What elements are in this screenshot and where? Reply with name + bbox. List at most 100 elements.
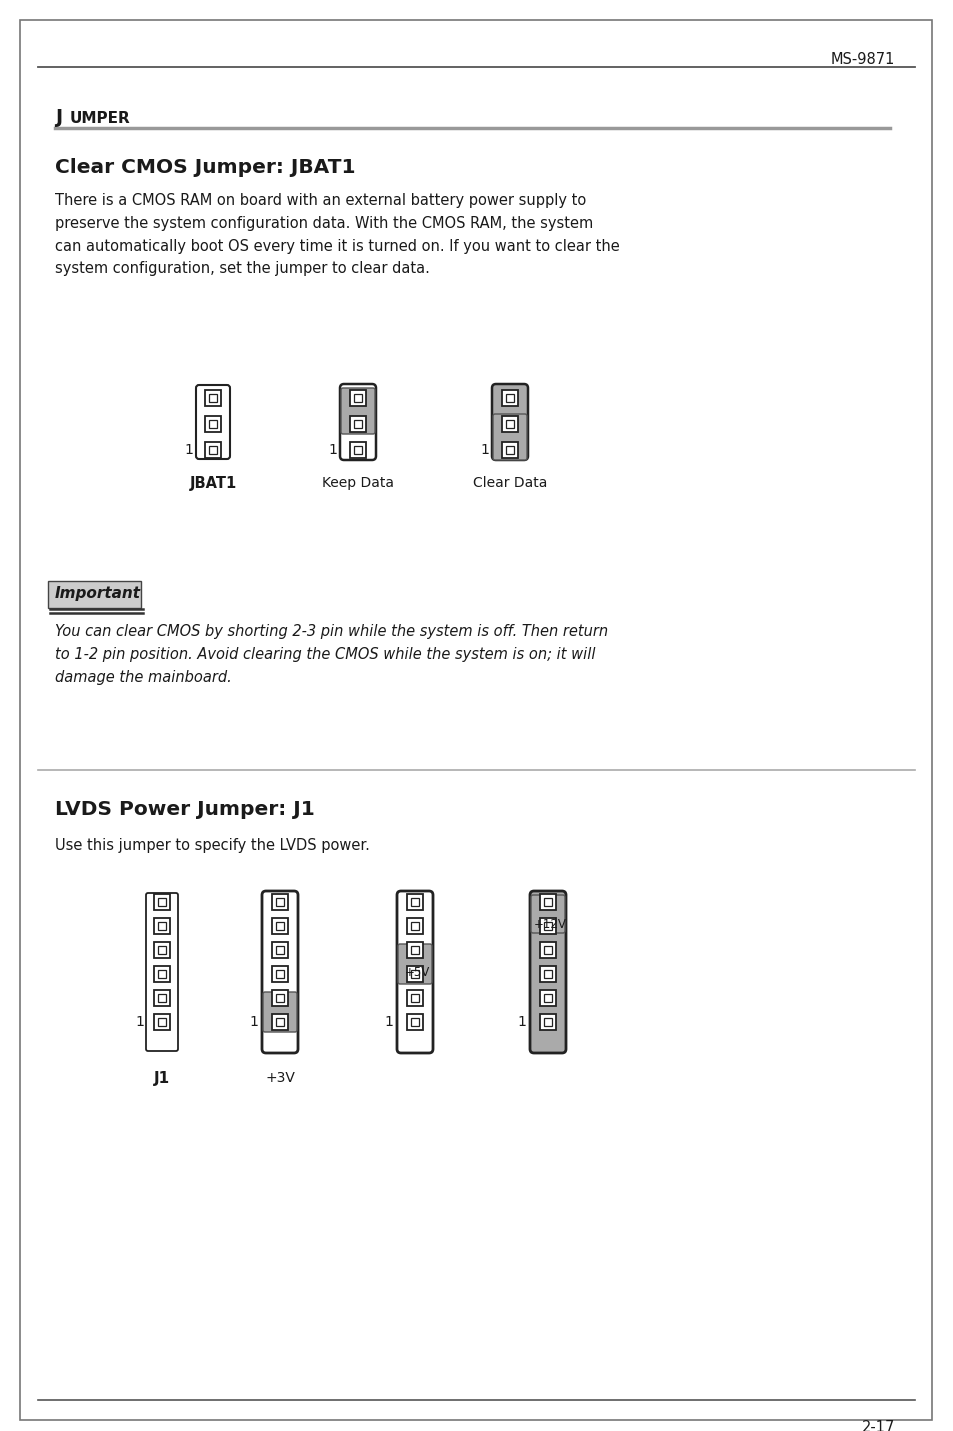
FancyBboxPatch shape — [501, 416, 517, 432]
FancyBboxPatch shape — [506, 394, 514, 402]
Text: 1: 1 — [328, 444, 336, 456]
FancyBboxPatch shape — [407, 966, 422, 982]
FancyBboxPatch shape — [272, 919, 288, 934]
FancyBboxPatch shape — [272, 966, 288, 982]
FancyBboxPatch shape — [153, 990, 170, 1006]
FancyBboxPatch shape — [340, 388, 375, 434]
FancyBboxPatch shape — [501, 391, 517, 406]
FancyBboxPatch shape — [272, 894, 288, 910]
FancyBboxPatch shape — [539, 894, 556, 910]
FancyBboxPatch shape — [539, 942, 556, 957]
FancyBboxPatch shape — [153, 942, 170, 957]
FancyBboxPatch shape — [158, 995, 166, 1002]
FancyBboxPatch shape — [263, 992, 296, 1032]
FancyBboxPatch shape — [158, 946, 166, 954]
FancyBboxPatch shape — [531, 894, 564, 933]
Text: Use this jumper to specify the LVDS power.: Use this jumper to specify the LVDS powe… — [55, 839, 370, 853]
FancyBboxPatch shape — [209, 446, 216, 454]
FancyBboxPatch shape — [153, 966, 170, 982]
FancyBboxPatch shape — [354, 394, 361, 402]
FancyBboxPatch shape — [411, 899, 418, 906]
Text: Clear Data: Clear Data — [473, 477, 547, 489]
Text: 1: 1 — [184, 444, 193, 456]
FancyBboxPatch shape — [350, 416, 366, 432]
FancyBboxPatch shape — [493, 414, 526, 459]
Text: MS-9871: MS-9871 — [830, 52, 894, 67]
FancyBboxPatch shape — [272, 1015, 288, 1030]
FancyBboxPatch shape — [195, 385, 230, 459]
FancyBboxPatch shape — [407, 942, 422, 957]
FancyBboxPatch shape — [411, 995, 418, 1002]
FancyBboxPatch shape — [272, 990, 288, 1006]
FancyBboxPatch shape — [506, 446, 514, 454]
FancyBboxPatch shape — [350, 442, 366, 458]
FancyBboxPatch shape — [158, 1019, 166, 1026]
FancyBboxPatch shape — [411, 970, 418, 977]
Text: LVDS Power Jumper: J1: LVDS Power Jumper: J1 — [55, 800, 314, 819]
Text: There is a CMOS RAM on board with an external battery power supply to
preserve t: There is a CMOS RAM on board with an ext… — [55, 193, 619, 276]
FancyBboxPatch shape — [275, 995, 284, 1002]
FancyBboxPatch shape — [350, 391, 366, 406]
Text: +3V: +3V — [265, 1070, 294, 1085]
Text: 2-17: 2-17 — [861, 1420, 894, 1431]
FancyBboxPatch shape — [205, 391, 221, 406]
FancyBboxPatch shape — [272, 942, 288, 957]
FancyBboxPatch shape — [158, 899, 166, 906]
FancyBboxPatch shape — [411, 922, 418, 930]
Text: J1: J1 — [153, 1070, 170, 1086]
FancyBboxPatch shape — [407, 990, 422, 1006]
FancyBboxPatch shape — [411, 1019, 418, 1026]
FancyBboxPatch shape — [539, 919, 556, 934]
FancyBboxPatch shape — [543, 970, 551, 977]
FancyBboxPatch shape — [153, 894, 170, 910]
FancyBboxPatch shape — [205, 416, 221, 432]
FancyBboxPatch shape — [407, 919, 422, 934]
FancyBboxPatch shape — [539, 1015, 556, 1030]
Text: Keep Data: Keep Data — [322, 477, 394, 489]
FancyBboxPatch shape — [354, 421, 361, 428]
Text: 1: 1 — [479, 444, 489, 456]
FancyBboxPatch shape — [530, 892, 565, 1053]
FancyBboxPatch shape — [397, 944, 432, 985]
FancyBboxPatch shape — [492, 384, 527, 459]
Text: J: J — [55, 107, 62, 127]
FancyBboxPatch shape — [543, 922, 551, 930]
FancyBboxPatch shape — [396, 892, 433, 1053]
FancyBboxPatch shape — [49, 581, 141, 608]
Text: You can clear CMOS by shorting 2-3 pin while the system is off. Then return
to 1: You can clear CMOS by shorting 2-3 pin w… — [55, 624, 607, 684]
FancyBboxPatch shape — [275, 970, 284, 977]
Text: +12V: +12V — [533, 917, 566, 930]
Text: Clear CMOS Jumper: JBAT1: Clear CMOS Jumper: JBAT1 — [55, 157, 355, 177]
FancyBboxPatch shape — [158, 970, 166, 977]
Text: 1: 1 — [517, 1015, 525, 1029]
FancyBboxPatch shape — [275, 899, 284, 906]
FancyBboxPatch shape — [543, 946, 551, 954]
Text: Important: Important — [55, 587, 141, 601]
FancyBboxPatch shape — [262, 892, 297, 1053]
FancyBboxPatch shape — [539, 966, 556, 982]
FancyBboxPatch shape — [209, 394, 216, 402]
FancyBboxPatch shape — [205, 442, 221, 458]
FancyBboxPatch shape — [153, 1015, 170, 1030]
FancyBboxPatch shape — [501, 442, 517, 458]
FancyBboxPatch shape — [407, 894, 422, 910]
Text: JBAT1: JBAT1 — [190, 477, 236, 491]
Text: +5V: +5V — [404, 966, 429, 979]
FancyBboxPatch shape — [354, 446, 361, 454]
FancyBboxPatch shape — [209, 421, 216, 428]
FancyBboxPatch shape — [407, 1015, 422, 1030]
FancyBboxPatch shape — [153, 919, 170, 934]
FancyBboxPatch shape — [339, 384, 375, 459]
Text: 1: 1 — [249, 1015, 257, 1029]
FancyBboxPatch shape — [543, 1019, 551, 1026]
Text: UMPER: UMPER — [70, 112, 131, 126]
FancyBboxPatch shape — [275, 922, 284, 930]
FancyBboxPatch shape — [275, 1019, 284, 1026]
Text: 1: 1 — [135, 1015, 144, 1029]
FancyBboxPatch shape — [506, 421, 514, 428]
Text: 1: 1 — [384, 1015, 393, 1029]
FancyBboxPatch shape — [146, 893, 178, 1050]
FancyBboxPatch shape — [411, 946, 418, 954]
FancyBboxPatch shape — [539, 990, 556, 1006]
FancyBboxPatch shape — [543, 995, 551, 1002]
